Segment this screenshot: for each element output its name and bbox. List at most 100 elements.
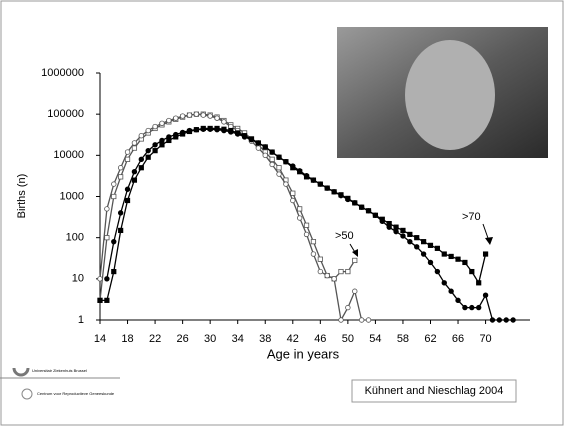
x-tick-label: 22: [149, 333, 161, 345]
marker: [117, 210, 124, 216]
x-tick-label: 70: [479, 333, 491, 345]
marker: [455, 256, 461, 262]
marker: [324, 272, 330, 279]
annotation: >50: [335, 230, 354, 242]
marker: [296, 168, 303, 174]
marker: [441, 280, 447, 286]
marker: [179, 113, 186, 119]
marker: [510, 317, 516, 323]
marker: [482, 251, 489, 257]
marker: [352, 257, 358, 264]
y-tick-label: 100000: [47, 108, 84, 120]
marker: [283, 159, 289, 165]
marker: [111, 181, 117, 187]
photo-face: [405, 40, 495, 150]
marker: [462, 259, 468, 266]
marker: [131, 140, 138, 146]
marker: [111, 238, 117, 245]
marker: [124, 197, 131, 204]
marker: [434, 268, 441, 275]
marker: [200, 126, 206, 132]
marker: [262, 152, 268, 159]
marker: [248, 136, 255, 143]
arrowhead: [352, 249, 358, 257]
marker: [173, 131, 179, 138]
marker: [414, 244, 420, 250]
marker: [338, 192, 344, 199]
marker: [475, 304, 482, 311]
series-line: [99, 113, 369, 322]
marker: [111, 268, 117, 275]
marker: [214, 126, 220, 133]
x-tick-label: 46: [314, 333, 326, 345]
marker: [379, 218, 385, 224]
marker: [386, 224, 392, 230]
logo-text: Centrum voor Reproductieve Geneeskunde: [37, 391, 115, 396]
marker: [303, 173, 310, 179]
marker: [310, 177, 317, 183]
marker: [448, 288, 454, 294]
marker: [358, 317, 365, 323]
marker: [352, 288, 358, 294]
marker: [365, 208, 372, 214]
x-tick-label: 54: [369, 333, 381, 345]
marker: [200, 112, 206, 118]
marker: [186, 112, 193, 118]
marker: [269, 161, 275, 168]
marker: [414, 235, 420, 241]
marker: [303, 222, 310, 228]
marker: [358, 204, 365, 210]
marker: [338, 317, 344, 323]
marker: [310, 251, 317, 257]
marker: [331, 276, 337, 282]
marker: [152, 123, 158, 130]
marker: [166, 134, 172, 140]
marker: [186, 127, 193, 134]
marker: [111, 193, 117, 200]
marker: [365, 317, 372, 323]
marker: [407, 231, 413, 238]
marker: [276, 154, 282, 160]
marker: [427, 242, 434, 248]
marker: [462, 304, 468, 311]
marker: [331, 189, 337, 195]
x-tick-label: 30: [204, 333, 216, 345]
marker: [104, 276, 110, 282]
marker: [372, 212, 379, 218]
marker: [352, 200, 358, 206]
marker: [276, 171, 282, 177]
y-tick-label: 1000000: [41, 67, 84, 79]
marker: [152, 142, 158, 148]
x-tick-label: 42: [287, 333, 299, 345]
marker: [345, 268, 351, 275]
x-tick-label: 18: [121, 333, 133, 345]
annotation: >70: [462, 211, 481, 223]
marker: [290, 163, 296, 169]
logo-mark: [12, 367, 30, 377]
marker: [290, 190, 296, 196]
x-tick-label: 58: [397, 333, 409, 345]
y-tick-label: 1: [78, 314, 84, 326]
marker: [297, 206, 303, 212]
citation-box: [351, 379, 517, 403]
marker: [131, 145, 138, 151]
marker: [118, 227, 124, 234]
marker: [324, 185, 330, 191]
marker: [441, 251, 447, 257]
marker: [255, 145, 262, 151]
marker: [476, 280, 482, 286]
marker: [145, 154, 151, 160]
marker: [345, 196, 351, 203]
marker: [179, 129, 186, 136]
marker: [421, 239, 427, 245]
marker: [193, 111, 200, 117]
marker: [317, 256, 323, 262]
marker: [131, 169, 138, 175]
marker: [235, 131, 241, 137]
marker: [221, 119, 227, 125]
marker: [393, 228, 399, 235]
x-tick-label: 66: [452, 333, 464, 345]
logo-mark: [21, 388, 33, 400]
arrowhead: [485, 237, 493, 245]
marker: [124, 149, 131, 155]
